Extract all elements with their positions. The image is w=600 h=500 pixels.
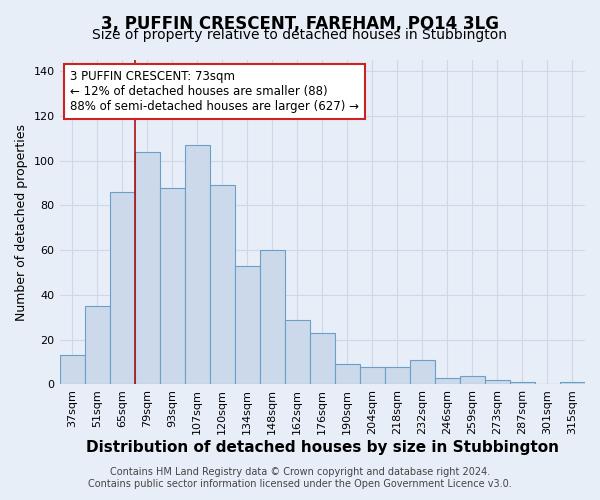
Bar	[59, 356, 85, 384]
Bar	[85, 306, 110, 384]
Bar	[410, 360, 435, 384]
Bar	[260, 250, 285, 384]
Bar	[110, 192, 134, 384]
Bar	[185, 145, 209, 384]
Bar	[160, 188, 185, 384]
Bar	[134, 152, 160, 384]
Bar	[335, 364, 360, 384]
Text: 3 PUFFIN CRESCENT: 73sqm
← 12% of detached houses are smaller (88)
88% of semi-d: 3 PUFFIN CRESCENT: 73sqm ← 12% of detach…	[70, 70, 359, 112]
Bar	[435, 378, 460, 384]
Bar	[209, 186, 235, 384]
Bar	[560, 382, 585, 384]
Bar	[235, 266, 260, 384]
X-axis label: Distribution of detached houses by size in Stubbington: Distribution of detached houses by size …	[86, 440, 559, 455]
Text: 3, PUFFIN CRESCENT, FAREHAM, PO14 3LG: 3, PUFFIN CRESCENT, FAREHAM, PO14 3LG	[101, 15, 499, 33]
Bar	[460, 376, 485, 384]
Y-axis label: Number of detached properties: Number of detached properties	[15, 124, 28, 320]
Bar	[385, 366, 410, 384]
Bar	[285, 320, 310, 384]
Bar	[510, 382, 535, 384]
Bar	[310, 333, 335, 384]
Bar	[485, 380, 510, 384]
Text: Size of property relative to detached houses in Stubbington: Size of property relative to detached ho…	[92, 28, 508, 42]
Text: Contains HM Land Registry data © Crown copyright and database right 2024.
Contai: Contains HM Land Registry data © Crown c…	[88, 468, 512, 489]
Bar	[360, 366, 385, 384]
